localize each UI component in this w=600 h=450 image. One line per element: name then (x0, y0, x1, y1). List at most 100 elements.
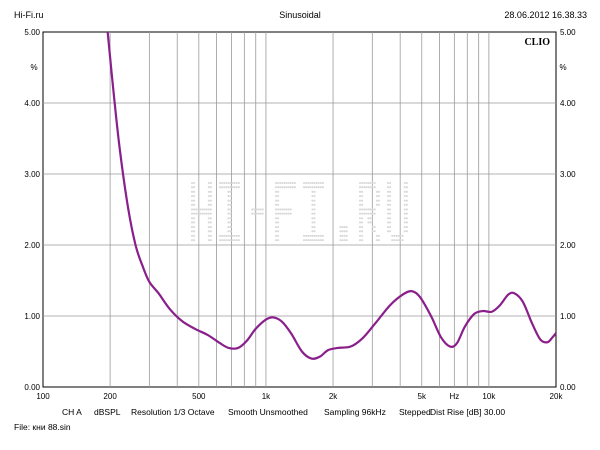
watermark-dot (227, 239, 230, 242)
watermark-dot (237, 239, 240, 242)
watermark-dot (369, 186, 372, 189)
watermark-dot (227, 230, 230, 233)
watermark-dot (227, 190, 230, 193)
y-tick-label-right: 1.00 (560, 312, 576, 321)
watermark-dot (227, 212, 230, 215)
watermark-dot (305, 181, 308, 185)
watermark-dot (405, 230, 408, 233)
watermark-dot (403, 230, 406, 233)
watermark-dot (307, 234, 310, 237)
watermark-dot (221, 234, 224, 237)
watermark-dot (363, 208, 366, 211)
watermark-dot (311, 181, 314, 185)
watermark-dot (311, 203, 314, 206)
watermark-dot (401, 239, 404, 242)
watermark-dot (207, 212, 210, 215)
watermark-dot (274, 194, 278, 198)
watermark-dot (283, 186, 286, 189)
x-tick-label: 200 (103, 392, 117, 401)
watermark-dot (365, 186, 368, 189)
watermark-dot (363, 186, 366, 189)
watermark-dot (233, 186, 236, 189)
watermark-dot (285, 212, 288, 215)
watermark-dot (405, 186, 408, 189)
watermark-dot (203, 212, 206, 215)
watermark-dot (311, 234, 314, 237)
watermark-dot (237, 234, 240, 237)
watermark-dot (207, 194, 210, 198)
watermark-dot (207, 226, 210, 229)
watermark-dot (285, 186, 288, 189)
watermark-dot (313, 190, 316, 193)
watermark-dot (391, 234, 394, 237)
watermark-dot (375, 199, 378, 202)
watermark-dot (277, 181, 280, 185)
watermark-dot (193, 208, 196, 211)
watermark-dot (361, 181, 364, 185)
watermark-dot (218, 234, 222, 237)
watermark-dot (403, 212, 406, 215)
watermark-dot (231, 234, 234, 237)
watermark-dot (367, 208, 370, 211)
watermark-dot (375, 239, 378, 242)
watermark-dot (367, 217, 370, 220)
watermark-dot (207, 190, 210, 193)
watermark-dot (309, 239, 312, 242)
watermark-dot (317, 239, 320, 242)
watermark-dot (289, 208, 292, 211)
watermark-dot (371, 208, 374, 211)
watermark-dot (229, 221, 232, 224)
watermark-dot (190, 199, 194, 202)
watermark-dot (373, 230, 376, 233)
watermark-dot (386, 181, 390, 185)
watermark-dot (358, 208, 362, 211)
watermark-dot (193, 239, 196, 242)
watermark-dot (225, 239, 228, 242)
watermark-dot (235, 186, 238, 189)
watermark-dot (393, 239, 396, 242)
watermark-dot (386, 203, 390, 206)
watermark-dot (195, 212, 198, 215)
y-tick-label-left: 4.00 (24, 99, 40, 108)
watermark-dot (209, 234, 212, 237)
watermark-dot (361, 212, 364, 215)
watermark-dot (218, 239, 222, 242)
y-tick-label-left: 5.00 (24, 28, 40, 37)
watermark-dot (193, 230, 196, 233)
footer-sampling: Sampling 96kHz (324, 407, 386, 417)
watermark-dot (371, 212, 374, 215)
watermark-dot (358, 203, 362, 206)
watermark-dot (405, 221, 408, 224)
watermark-dot (209, 239, 212, 242)
y-tick-label-right: 0.00 (560, 383, 576, 392)
watermark-dot (341, 230, 344, 233)
watermark-dot (403, 203, 406, 206)
watermark-dot (309, 186, 312, 189)
watermark-dot (190, 221, 194, 224)
watermark-dot (358, 181, 362, 185)
watermark-dot (373, 181, 376, 185)
watermark-dot (223, 181, 226, 185)
datetime-label: 28.06.2012 16.38.33 (504, 10, 587, 20)
watermark-dot (229, 234, 232, 237)
watermark-dot (365, 212, 368, 215)
watermark-dot (279, 208, 282, 211)
watermark-dot (311, 230, 314, 233)
watermark-dot (361, 190, 364, 193)
watermark-dot (311, 212, 314, 215)
watermark-dot (405, 217, 408, 220)
watermark-dot (361, 239, 364, 242)
watermark-dot (358, 217, 362, 220)
watermark-dot (369, 212, 372, 215)
watermark-dot (389, 203, 392, 206)
watermark-dot (229, 212, 232, 215)
watermark-dot (386, 230, 390, 233)
watermark-dot (343, 230, 346, 233)
x-tick-label: 1k (262, 392, 271, 401)
watermark-dot (386, 190, 390, 193)
watermark-dot (311, 208, 314, 211)
watermark-dot (341, 239, 344, 242)
watermark-dot (193, 203, 196, 206)
watermark-dot (361, 230, 364, 233)
watermark-dot (287, 186, 290, 189)
